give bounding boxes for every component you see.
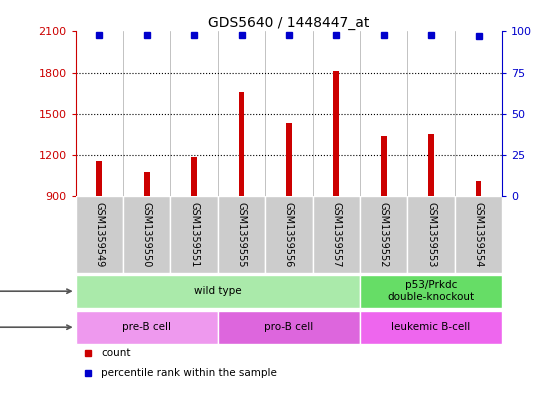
Bar [286, 123, 292, 196]
Bar [381, 136, 387, 196]
Text: leukemic B-cell: leukemic B-cell [392, 322, 471, 332]
Text: GSM1359551: GSM1359551 [189, 202, 199, 268]
Bar [144, 172, 150, 196]
Bar [313, 196, 360, 273]
Title: GDS5640 / 1448447_at: GDS5640 / 1448447_at [208, 17, 369, 30]
Text: GSM1359557: GSM1359557 [332, 202, 341, 268]
Text: GSM1359553: GSM1359553 [426, 202, 436, 268]
Bar [123, 196, 171, 273]
Text: GSM1359549: GSM1359549 [94, 202, 104, 268]
Bar [218, 310, 360, 344]
Bar [455, 196, 502, 273]
Bar [218, 196, 265, 273]
Bar [360, 310, 502, 344]
Bar [191, 157, 197, 196]
Text: pre-B cell: pre-B cell [122, 322, 171, 332]
Bar [360, 196, 407, 273]
Bar [97, 161, 102, 196]
Text: GSM1359555: GSM1359555 [237, 202, 246, 268]
Text: p53/Prkdc
double-knockout: p53/Prkdc double-knockout [388, 280, 475, 302]
Text: GSM1359556: GSM1359556 [284, 202, 294, 268]
Bar [76, 275, 360, 308]
Text: cell type: cell type [0, 322, 71, 332]
Bar [476, 181, 481, 196]
Text: wild type: wild type [194, 286, 241, 296]
Text: GSM1359550: GSM1359550 [141, 202, 152, 268]
Bar [360, 275, 502, 308]
Text: genotype/variation: genotype/variation [0, 286, 71, 296]
Bar [239, 92, 244, 196]
Text: GSM1359552: GSM1359552 [379, 202, 389, 268]
Bar [76, 196, 123, 273]
Text: pro-B cell: pro-B cell [264, 322, 314, 332]
Bar [265, 196, 313, 273]
Bar [428, 134, 434, 196]
Text: count: count [101, 348, 131, 358]
Text: GSM1359554: GSM1359554 [474, 202, 483, 268]
Bar [407, 196, 455, 273]
Bar [76, 310, 218, 344]
Bar [334, 70, 339, 196]
Text: percentile rank within the sample: percentile rank within the sample [101, 368, 277, 378]
Bar [171, 196, 218, 273]
